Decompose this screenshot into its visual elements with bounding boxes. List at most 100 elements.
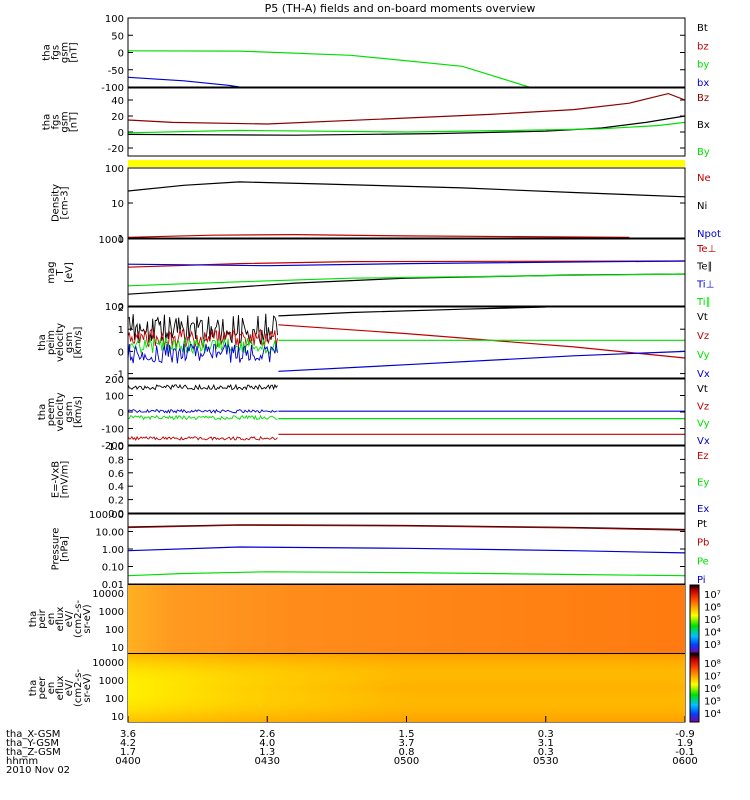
- ylabel-line: [mV/m]: [60, 461, 71, 499]
- ylabel-line: en: [46, 613, 57, 626]
- ytick-label: 0: [118, 49, 124, 60]
- xaxis-row-label: tha_X-GSM: [6, 729, 60, 740]
- ytick-label: 200: [105, 375, 124, 386]
- legend-label: Vy: [697, 350, 710, 361]
- ytick-label: 100: [105, 164, 124, 175]
- ytick-label: -20: [108, 144, 124, 155]
- ylabel-line: peim: [46, 330, 57, 355]
- ytick-label: 10: [111, 199, 124, 210]
- ytick-label: -100: [101, 83, 124, 94]
- peer-spectrogram: [128, 654, 685, 722]
- ylabel-line: eflux: [55, 676, 66, 701]
- xaxis-cell: 1.3: [259, 747, 275, 758]
- panel-frame: [127, 306, 686, 379]
- legend-label: Pe: [697, 556, 709, 567]
- ylabel: Pressure[nPa]: [51, 528, 71, 571]
- ytick-label: 10: [111, 643, 124, 654]
- ytick-label: 10000: [92, 589, 124, 600]
- panel-frame: [127, 445, 686, 514]
- xaxis-row-label: tha_Z-GSM: [6, 747, 61, 758]
- ylabel-line: fgs: [51, 45, 62, 60]
- ytick-label: 1000: [99, 235, 124, 246]
- ylabel-line: gsm: [64, 401, 75, 422]
- legend-label: Pb: [697, 538, 709, 549]
- xaxis-cell: -0.9: [675, 729, 695, 740]
- ylabel-line: tha: [42, 44, 53, 60]
- series-Ti⊥: [127, 260, 686, 267]
- ytick-label: -100: [101, 425, 124, 436]
- ylabel-line: sr-eV): [82, 673, 93, 702]
- series-Ni: [127, 181, 686, 198]
- legend-label: Ti⊥: [696, 279, 714, 290]
- ylabel-line: en: [46, 682, 57, 695]
- panel-frame: [127, 238, 686, 307]
- colorbar-tick-label: 10⁶: [704, 603, 721, 614]
- ytick-label: 0: [118, 128, 124, 139]
- series-Pe: [127, 571, 686, 577]
- panel-efield: E=-VxB[mV/m] 1.0 0.8 0.6 0.4 0.2 0.0 Ez Ey Ex: [51, 442, 710, 520]
- colorbar-tick-label: 10⁴: [704, 709, 721, 720]
- ytick-label: 0.01: [102, 580, 124, 591]
- ylabel-line: peir: [37, 608, 48, 628]
- ylabel-line: peer: [37, 676, 48, 700]
- ylabel-line: [nT]: [69, 42, 80, 62]
- ylabel-line: mag: [46, 261, 57, 283]
- xaxis-cell: 0500: [394, 756, 419, 767]
- series-Vt: [278, 306, 546, 317]
- series-Te⊥: [127, 260, 686, 268]
- ylabel-line: gsm: [64, 332, 75, 353]
- ylabel-line: eV/: [64, 610, 75, 627]
- xaxis-row-label: hhmm: [6, 756, 38, 767]
- ytick-label: -50: [108, 66, 124, 77]
- ylabel-line: E=-VxB: [51, 461, 62, 498]
- ylabel-line: Pressure: [51, 528, 62, 571]
- ylabel-line: eflux: [55, 607, 66, 632]
- ytick-label: 100: [105, 14, 124, 25]
- peer-colorbar: [689, 653, 700, 723]
- legend-label: bz: [697, 41, 709, 52]
- xaxis-cell: 3.1: [538, 738, 554, 749]
- plot-title: P5 (TH-A) fields and on-board moments ov…: [265, 2, 536, 15]
- xaxis-cell: 3.7: [399, 738, 415, 749]
- xaxis-cell: 4.2: [120, 738, 136, 749]
- xaxis-cell: 0430: [255, 756, 280, 767]
- legend-label: Ne: [697, 173, 711, 184]
- xaxis-cell: 0.3: [538, 729, 554, 740]
- ytick-label: 40: [111, 96, 124, 107]
- ytick-label: 100: [105, 694, 124, 705]
- xaxis-row-label: 2010 Nov 02: [6, 765, 70, 776]
- ylabel-line: (cm2-s-: [73, 600, 84, 638]
- series-bx: [127, 76, 240, 88]
- legend-label: Ex: [697, 504, 709, 515]
- xaxis-cell: 0600: [672, 756, 697, 767]
- ytick-label: 1000: [99, 607, 124, 618]
- legend-label: Bz: [697, 93, 709, 104]
- legend-label: Pi: [697, 575, 706, 586]
- legend-label: Vt: [697, 312, 708, 323]
- ylabel-line: velocity: [55, 323, 66, 362]
- series-Vx: [278, 350, 686, 372]
- series-Vz: [278, 324, 686, 359]
- xaxis-cell: 3.6: [120, 729, 136, 740]
- xaxis-cell: 4.0: [259, 738, 275, 749]
- legend-label: Vy: [697, 419, 710, 430]
- ylabel-line: tha: [42, 114, 53, 130]
- noisy-series: [127, 336, 278, 355]
- noisy-series: [127, 341, 278, 364]
- legend-label: Bt: [697, 23, 708, 34]
- ylabel-line: [nT]: [69, 112, 80, 132]
- ylabel-line: [eV]: [64, 262, 75, 283]
- ytick-label: -200: [101, 441, 124, 452]
- noisy-series: [127, 313, 278, 345]
- ytick-label: 1: [118, 325, 124, 336]
